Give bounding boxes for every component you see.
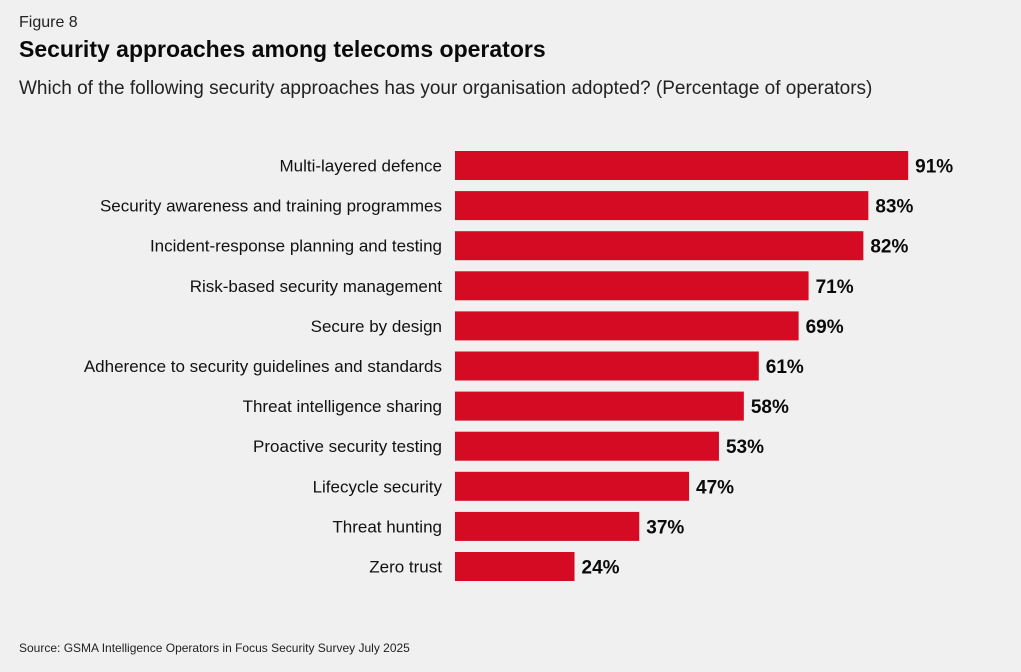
category-label: Adherence to security guidelines and sta… (84, 357, 442, 376)
value-label: 37% (646, 517, 684, 538)
bar (455, 271, 809, 301)
bar (455, 431, 719, 461)
category-label: Risk-based security management (190, 277, 443, 296)
value-label: 47% (696, 477, 734, 498)
value-label: 24% (582, 558, 620, 579)
bar (455, 191, 869, 221)
value-label: 83% (875, 197, 913, 218)
bar (455, 351, 759, 381)
category-label: Zero trust (369, 558, 442, 577)
figure-label: Figure 8 (19, 14, 78, 31)
value-label: 71% (816, 277, 854, 298)
bar (455, 151, 909, 180)
value-label: 53% (726, 437, 764, 458)
value-label: 82% (870, 237, 908, 258)
value-label: 61% (766, 357, 804, 378)
category-label: Threat intelligence sharing (243, 397, 442, 416)
category-label: Multi-layered defence (279, 157, 442, 176)
category-label: Threat hunting (332, 517, 442, 536)
category-label: Proactive security testing (253, 437, 442, 456)
category-label: Security awareness and training programm… (100, 197, 442, 216)
bar (455, 471, 690, 501)
value-label: 69% (806, 317, 844, 338)
value-label: 58% (751, 397, 789, 418)
chart-title: Security approaches among telecoms opera… (19, 36, 546, 62)
bar (455, 552, 575, 581)
bar (455, 391, 744, 421)
bar (455, 311, 799, 341)
bar (455, 231, 864, 261)
category-label: Secure by design (311, 317, 442, 336)
category-label: Lifecycle security (313, 477, 443, 496)
source-note: Source: GSMA Intelligence Operators in F… (19, 641, 410, 655)
value-label: 91% (915, 157, 953, 178)
bar (455, 511, 640, 541)
category-label: Incident-response planning and testing (150, 237, 442, 256)
chart-subtitle: Which of the following security approach… (19, 78, 873, 99)
